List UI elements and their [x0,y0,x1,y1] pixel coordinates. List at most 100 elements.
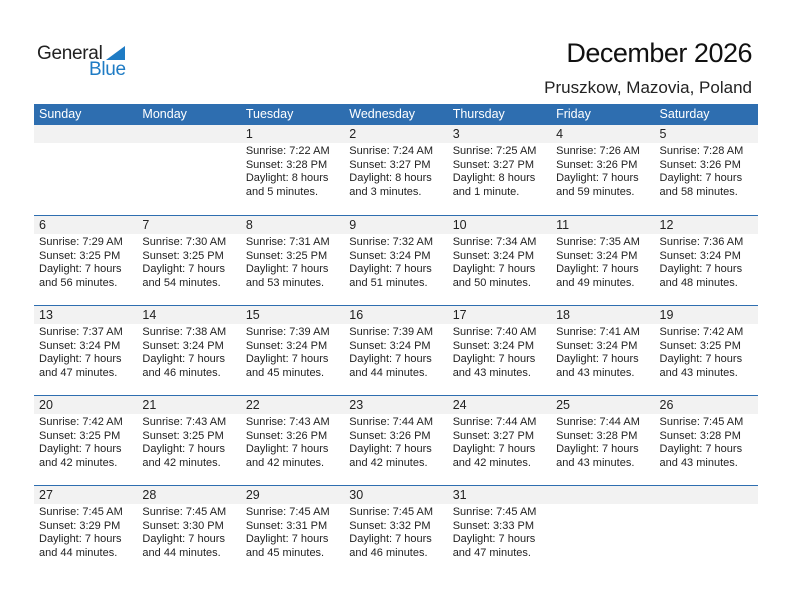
weekday-thursday: Thursday [452,107,505,121]
day-number: 27 [39,488,53,502]
day-cell: Sunrise: 7:45 AM Sunset: 3:29 PM Daylight:… [34,504,137,560]
daylight-text: and 44 minutes. [349,366,428,379]
daylight-text: Daylight: 7 hours [142,353,225,365]
day-number: 16 [349,308,364,322]
daylight-text: Daylight: 7 hours [245,443,329,455]
day-cell: Sunrise: 7:38 AM Sunset: 3:24 PM Daylight:… [137,324,240,380]
logo-triangle-icon [106,46,125,60]
sunset-text: Sunset: 3:24 PM [556,249,638,262]
day-cell: Sunrise: 7:37 AM Sunset: 3:24 PM Daylight:… [34,324,137,380]
daylight-text: and 43 minutes. [556,456,635,469]
weekday-header: Sunday Monday Tuesday Wednesday Thursday Frid… [34,104,758,125]
day-number: 14 [142,308,157,322]
weekday-friday: Friday [556,107,591,121]
day-number: 12 [659,218,674,232]
sunset-text: Sunset: 3:26 PM [349,429,431,442]
daylight-text: and 43 minutes. [556,366,635,379]
daylight-text: Daylight: 7 hours [39,533,122,545]
sunset-text: Sunset: 3:24 PM [659,249,741,262]
day-cell: Sunrise: 7:29 AM Sunset: 3:25 PM Daylight:… [34,234,137,290]
sunset-text: Sunset: 3:29 PM [39,519,121,532]
sunset-text: Sunset: 3:25 PM [245,249,328,262]
day-number: 1 [245,127,253,141]
logo-general: General [37,43,103,64]
daylight-text: and 47 minutes. [452,546,531,559]
daylight-text: Daylight: 7 hours [659,263,743,275]
day-number: 24 [452,398,467,412]
day-cell [551,504,654,560]
page-title: December 2026 [566,38,752,68]
sunset-text: Sunset: 3:26 PM [245,429,328,442]
daylight-text: and 46 minutes. [349,546,428,559]
day-cell: Sunrise: 7:42 AM Sunset: 3:25 PM Daylight:… [655,324,758,380]
daylight-text: Daylight: 7 hours [142,263,225,275]
sunrise-text: Sunrise: 7:43 AM [245,416,330,428]
day-number: 31 [452,488,467,502]
daylight-text: and 5 minutes. [245,185,318,198]
day-number: 23 [349,398,364,412]
sunrise-text: Sunrise: 7:39 AM [349,326,434,338]
sunset-text: Sunset: 3:27 PM [452,429,535,442]
day-cell: Sunrise: 7:45 AM Sunset: 3:30 PM Daylight:… [137,504,240,560]
day-cell [655,504,758,560]
day-number: 15 [245,308,260,322]
daylight-text: Daylight: 7 hours [556,263,639,275]
daylight-text: Daylight: 8 hours [452,172,536,184]
daylight-text: Daylight: 7 hours [349,263,432,275]
day-number: 30 [349,488,364,502]
day-number: 21 [142,398,157,412]
sunset-text: Sunset: 3:24 PM [245,339,328,352]
day-cell: Sunrise: 7:42 AM Sunset: 3:25 PM Daylight:… [34,414,137,470]
day-number: 7 [142,218,150,232]
sunrise-text: Sunrise: 7:42 AM [39,416,123,428]
sunrise-text: Sunrise: 7:37 AM [39,326,123,338]
day-number: 6 [39,218,46,232]
logo-blue: Blue [89,59,126,80]
sunset-text: Sunset: 3:25 PM [39,249,121,262]
sunset-text: Sunset: 3:32 PM [349,519,431,532]
day-number: 20 [39,398,53,412]
sunset-text: Sunset: 3:28 PM [556,429,638,442]
sunset-text: Sunset: 3:24 PM [349,339,431,352]
sunrise-text: Sunrise: 7:25 AM [452,145,537,157]
daylight-text: and 42 minutes. [245,456,325,469]
day-cell: Sunrise: 7:41 AM Sunset: 3:24 PM Daylight:… [551,324,654,380]
daylight-text: and 42 minutes. [39,456,118,469]
daylight-text: Daylight: 7 hours [452,263,536,275]
sunrise-text: Sunrise: 7:44 AM [452,416,537,428]
calendar: Sunday Monday Tuesday Wednesday Thursday Frid… [34,104,758,575]
day-number-band: 1 2 3 4 5 [34,125,758,143]
daylight-text: Daylight: 7 hours [556,172,639,184]
daylight-text: Daylight: 7 hours [245,533,329,545]
daylight-text: and 58 minutes. [659,185,738,198]
daylight-text: Daylight: 7 hours [659,172,743,184]
sunset-text: Sunset: 3:24 PM [556,339,638,352]
sunset-text: Sunset: 3:26 PM [556,158,638,171]
daylight-text: and 47 minutes. [39,366,118,379]
sunset-text: Sunset: 3:24 PM [452,249,535,262]
daylight-text: Daylight: 7 hours [349,533,432,545]
day-info-row: Sunrise: 7:42 AM Sunset: 3:25 PM Daylight:… [34,414,758,470]
daylight-text: and 54 minutes. [142,276,221,289]
day-cell [137,143,240,199]
sunset-text: Sunset: 3:27 PM [349,158,431,171]
sunset-text: Sunset: 3:24 PM [39,339,121,352]
day-info-row: Sunrise: 7:45 AM Sunset: 3:29 PM Daylight:… [34,504,758,560]
day-cell: Sunrise: 7:31 AM Sunset: 3:25 PM Daylight:… [241,234,344,290]
daylight-text: and 49 minutes. [556,276,635,289]
day-cell: Sunrise: 7:36 AM Sunset: 3:24 PM Daylight:… [655,234,758,290]
daylight-text: Daylight: 7 hours [142,533,225,545]
sunset-text: Sunset: 3:28 PM [245,158,328,171]
day-cell: Sunrise: 7:24 AM Sunset: 3:27 PM Daylight:… [344,143,447,199]
daylight-text: Daylight: 8 hours [349,172,432,184]
daylight-text: Daylight: 7 hours [659,443,743,455]
sunset-text: Sunset: 3:25 PM [142,249,224,262]
sunrise-text: Sunrise: 7:26 AM [556,145,640,157]
sunrise-text: Sunrise: 7:30 AM [142,236,227,248]
sunrise-text: Sunrise: 7:44 AM [556,416,640,428]
sunset-text: Sunset: 3:24 PM [349,249,431,262]
sunset-text: Sunset: 3:24 PM [452,339,535,352]
sunrise-text: Sunrise: 7:39 AM [245,326,330,338]
day-number-band: 6 7 8 9 10 11 12 [34,216,758,234]
daylight-text: and 46 minutes. [142,366,221,379]
